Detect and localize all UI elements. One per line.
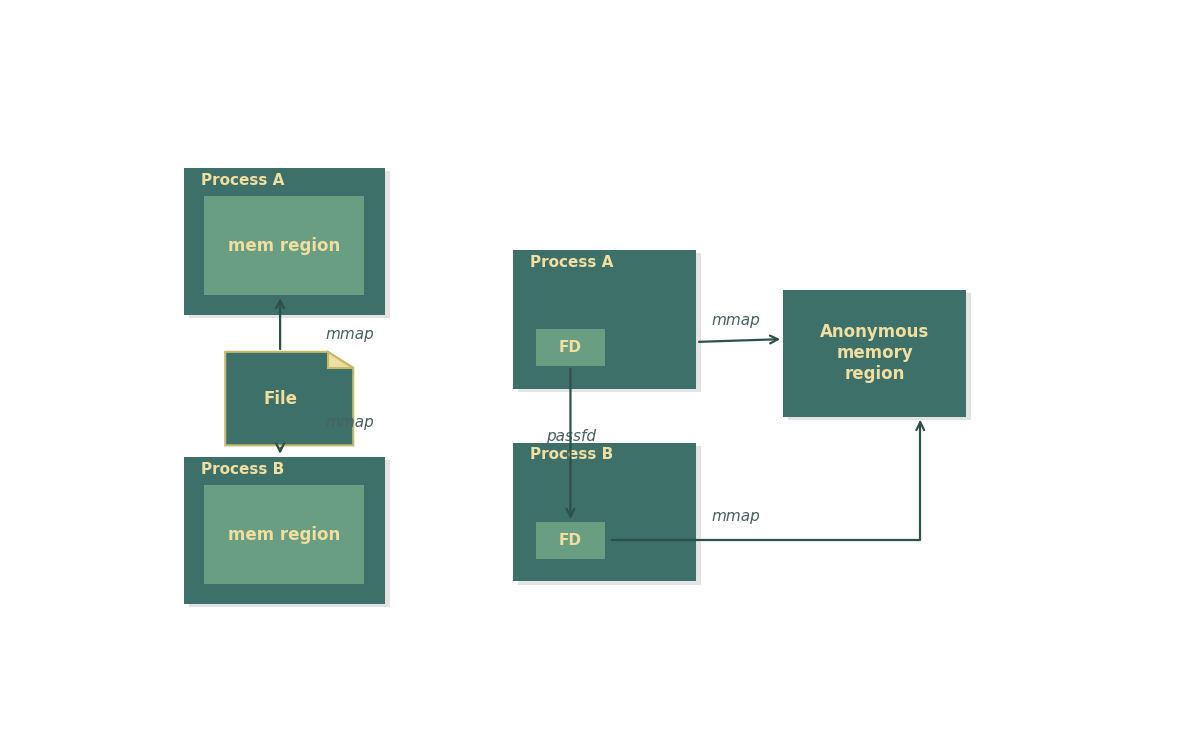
Text: mem region: mem region (228, 236, 340, 255)
Text: File: File (263, 389, 297, 408)
FancyBboxPatch shape (184, 168, 385, 315)
Text: Anonymous
memory
region: Anonymous memory region (820, 323, 929, 383)
Text: mmap: mmap (326, 415, 374, 430)
Text: Process B: Process B (530, 447, 614, 462)
FancyBboxPatch shape (518, 253, 701, 392)
FancyBboxPatch shape (189, 460, 389, 607)
FancyBboxPatch shape (513, 442, 696, 581)
Text: mmap: mmap (712, 509, 760, 524)
FancyBboxPatch shape (204, 485, 365, 584)
Text: mmap: mmap (326, 328, 374, 342)
Text: FD: FD (559, 533, 582, 548)
FancyBboxPatch shape (518, 446, 701, 585)
Text: mem region: mem region (228, 526, 340, 544)
Text: FD: FD (559, 340, 582, 355)
FancyBboxPatch shape (204, 196, 365, 295)
Polygon shape (225, 352, 353, 445)
FancyBboxPatch shape (189, 171, 389, 319)
Text: mmap: mmap (712, 314, 760, 328)
Text: Process A: Process A (530, 255, 614, 270)
Polygon shape (328, 352, 353, 368)
Text: Process B: Process B (201, 461, 284, 477)
FancyBboxPatch shape (513, 250, 696, 389)
Text: passfd: passfd (546, 429, 596, 445)
FancyBboxPatch shape (784, 289, 966, 417)
FancyBboxPatch shape (184, 456, 385, 604)
FancyBboxPatch shape (788, 293, 970, 420)
FancyBboxPatch shape (536, 522, 604, 559)
Text: Process A: Process A (201, 173, 284, 188)
FancyBboxPatch shape (536, 329, 604, 366)
